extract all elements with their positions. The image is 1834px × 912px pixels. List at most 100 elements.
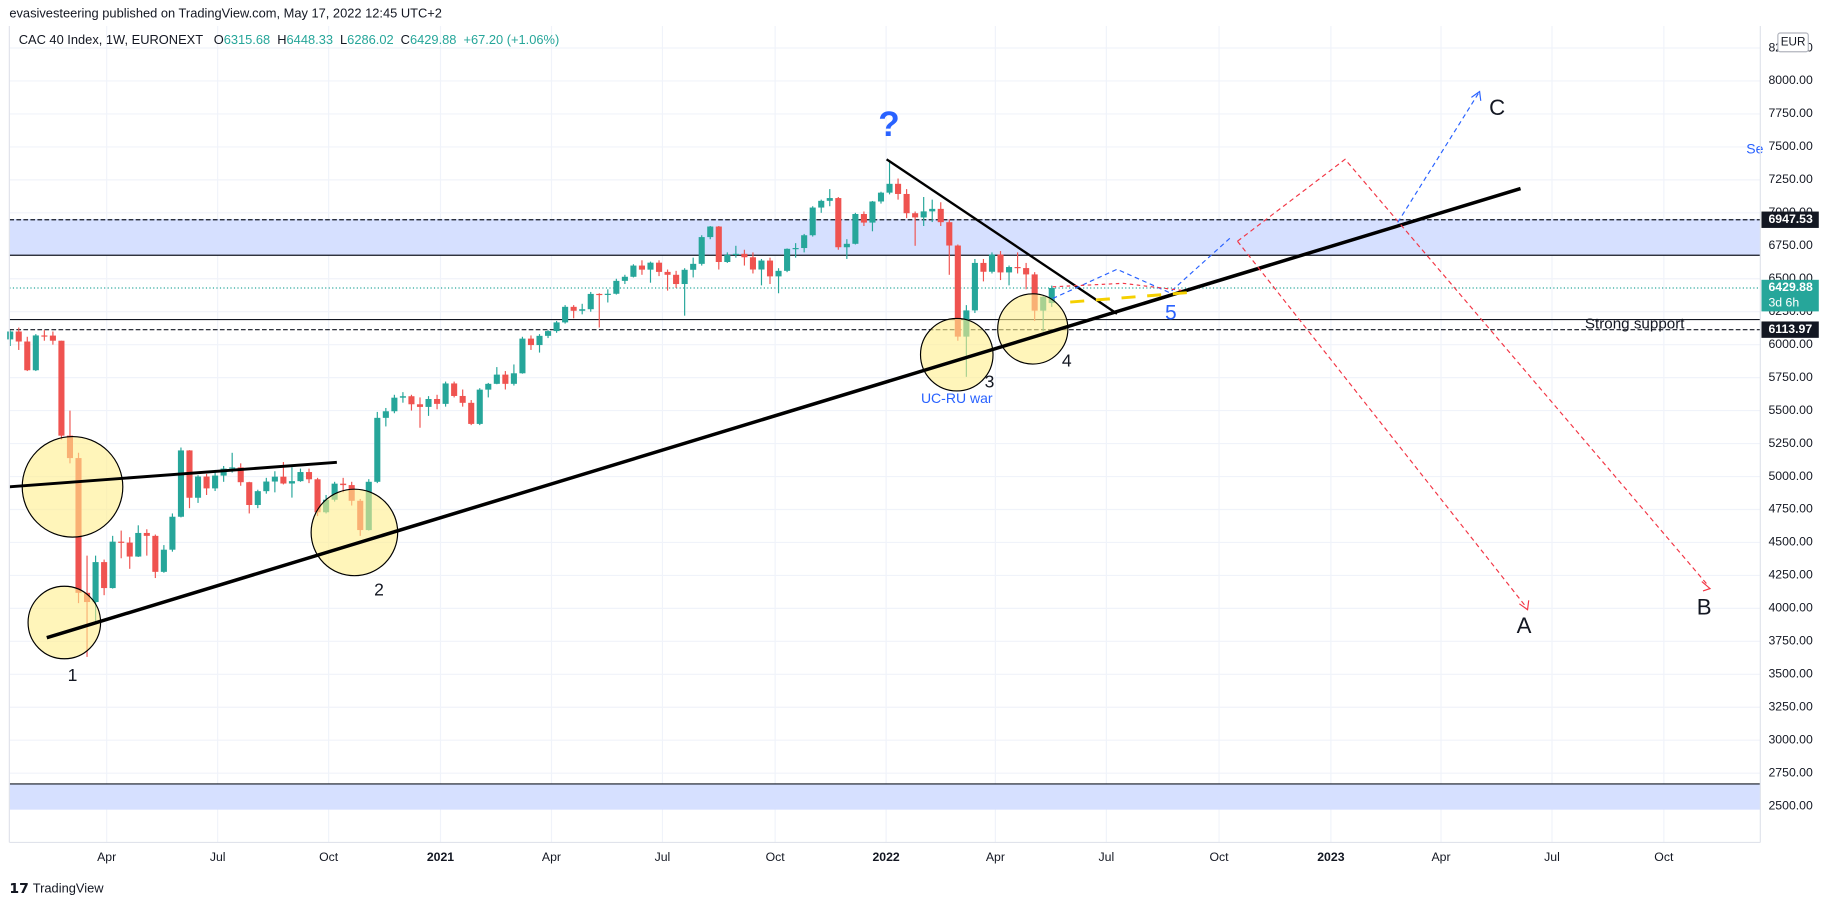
candle-body xyxy=(7,331,14,340)
x-tick-label: Jul xyxy=(1544,850,1560,864)
symbol-text: +67.20 (+1.06%) xyxy=(463,33,559,48)
candle-body xyxy=(903,193,910,214)
header-bar xyxy=(0,0,1834,26)
candle-body xyxy=(212,475,219,489)
candle-body xyxy=(425,398,432,407)
candle-body xyxy=(109,541,116,589)
projection-path xyxy=(1397,91,1481,223)
resistance-zone xyxy=(9,218,1761,256)
candle-body xyxy=(442,383,449,404)
trend-line xyxy=(9,460,337,489)
candle-body xyxy=(724,254,731,263)
candle-body xyxy=(929,208,936,212)
candle-body xyxy=(741,253,748,258)
y-tick-label: 4500.00 xyxy=(1769,535,1814,549)
candle-body xyxy=(596,293,603,296)
candle-body xyxy=(664,271,671,275)
candle-body xyxy=(280,476,287,484)
x-tick-label: Apr xyxy=(1431,850,1450,864)
currency: EUR xyxy=(1781,35,1806,48)
candle-body xyxy=(169,516,176,550)
candle-body xyxy=(758,260,765,270)
y-tick-label: 2750.00 xyxy=(1769,765,1814,779)
candle-body xyxy=(1048,287,1055,304)
projection-path xyxy=(1052,237,1231,300)
candle-body xyxy=(852,214,859,244)
candle-body xyxy=(263,481,270,492)
candle-body xyxy=(101,562,108,589)
projection-path xyxy=(1237,158,1709,586)
symbol-text: 6315.68 xyxy=(224,33,270,48)
header: evasivesteering published on TradingView… xyxy=(9,6,442,21)
symbol-text: O xyxy=(214,33,224,48)
candle-body xyxy=(801,235,808,249)
symbol-text: 6286.02 xyxy=(347,33,393,48)
annotation: ? xyxy=(878,105,899,144)
y-tick-label: 4000.00 xyxy=(1769,601,1814,615)
y-tick-label: 7250.00 xyxy=(1769,172,1814,186)
x-tick-label: Oct xyxy=(319,850,339,864)
candle-body xyxy=(579,309,586,311)
candle-body xyxy=(818,200,825,208)
projection-path xyxy=(1052,282,1182,291)
annotation: A xyxy=(1517,613,1532,638)
candle-body xyxy=(229,467,236,469)
candle-body xyxy=(826,198,833,201)
candle-body xyxy=(766,260,774,277)
x-tick-label: Jul xyxy=(210,850,226,864)
candle-body xyxy=(621,276,628,281)
x-tick-label: Apr xyxy=(97,850,116,864)
levels xyxy=(9,219,1761,331)
countdown: 3d 6h xyxy=(1769,295,1800,309)
candle-body xyxy=(194,476,202,498)
candle-body xyxy=(246,482,253,506)
level-label-box xyxy=(1761,211,1819,228)
candle-body xyxy=(886,183,893,193)
candle-body xyxy=(391,397,398,412)
candle-body xyxy=(331,483,338,500)
arrow-head xyxy=(1519,600,1530,611)
candle-body xyxy=(920,211,927,218)
candle-body xyxy=(459,395,466,403)
candle-body xyxy=(1031,274,1038,311)
annotation: 5 xyxy=(1165,301,1177,324)
candle-body xyxy=(408,396,415,405)
x-tick-label: Oct xyxy=(766,850,786,864)
y-tick-label: 4750.00 xyxy=(1769,502,1814,516)
candle-body xyxy=(536,335,543,346)
highlight-circle xyxy=(21,435,124,538)
symbol-text: CAC 40 Index, 1W, EURONEXT xyxy=(19,33,204,48)
candle-body xyxy=(946,222,953,246)
axes: 2500.00 2750.00 3000.00 3250.00 3500.00 3750.… xyxy=(97,40,1819,864)
candle-body xyxy=(382,411,389,418)
candle-body xyxy=(58,340,65,436)
candle-body xyxy=(416,404,424,407)
x-tick-label: Apr xyxy=(542,850,561,864)
annotation: UC-RU war xyxy=(921,390,993,406)
annotation: 3 xyxy=(985,371,995,391)
candle-body xyxy=(519,338,526,374)
candle-body xyxy=(49,335,56,341)
y-tick-label: 3250.00 xyxy=(1769,700,1814,714)
level-label: 6113.97 xyxy=(1769,322,1813,336)
candle-body xyxy=(468,402,475,424)
candle-body xyxy=(809,207,816,236)
candle-body xyxy=(143,532,150,536)
annotation: Se xyxy=(1746,141,1763,157)
candle-body xyxy=(152,535,159,572)
annotation: Strong support xyxy=(1585,315,1685,332)
x-tick-label: Oct xyxy=(1210,850,1230,864)
footer: TradingView xyxy=(33,881,104,896)
arrow-head xyxy=(1471,90,1482,101)
projection-path xyxy=(1070,291,1188,304)
candle-body xyxy=(647,262,654,270)
drawings xyxy=(9,90,1712,660)
highlight-circle xyxy=(997,293,1069,365)
y-tick-label: 6750.00 xyxy=(1769,238,1814,252)
candle-body xyxy=(340,483,347,486)
candle-body xyxy=(118,541,125,543)
candle-body xyxy=(895,183,902,194)
candle-body xyxy=(562,306,569,323)
